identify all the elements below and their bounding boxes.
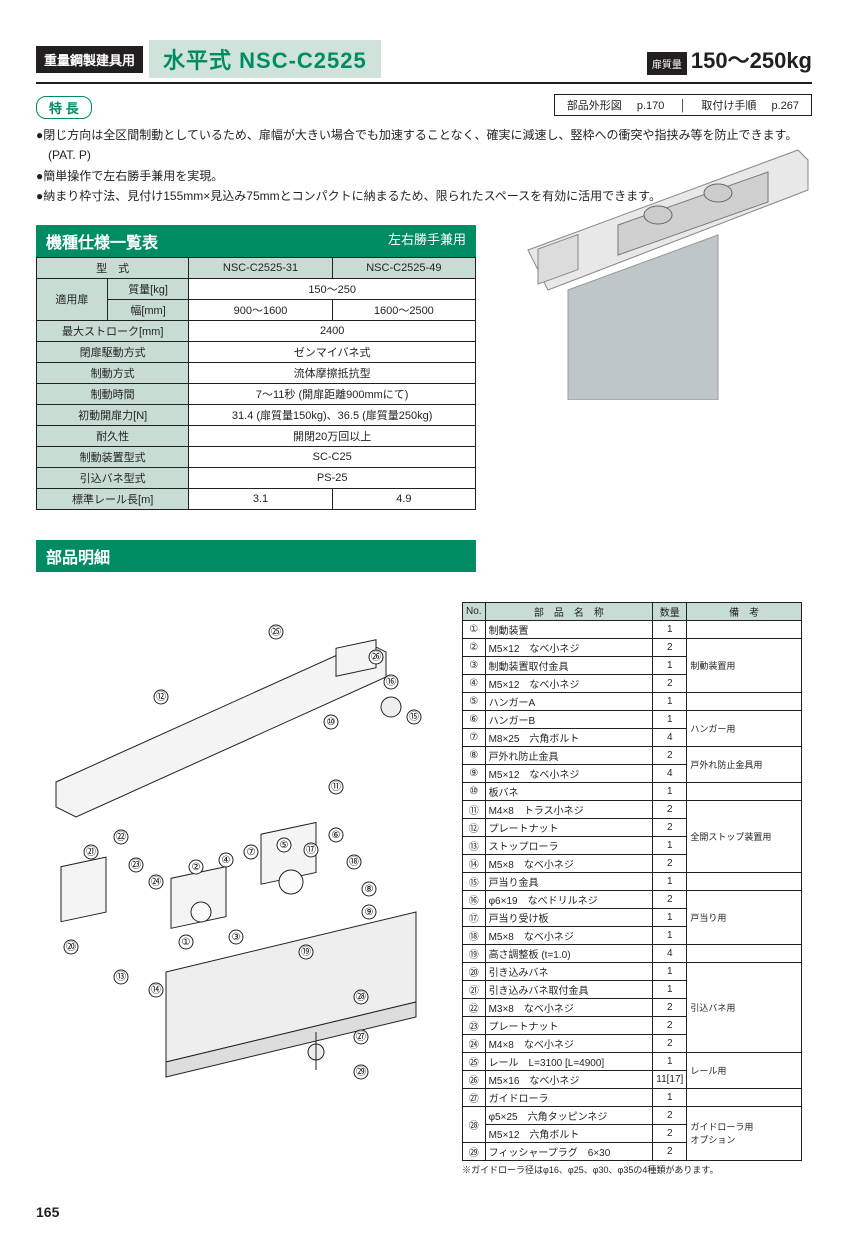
parts-head-rem: 備 考	[687, 602, 802, 620]
parts-row: ⑮戸当り金具1	[463, 872, 802, 890]
parts-row: ⑪M4×8 トラス小ネジ2全開ストップ装置用	[463, 800, 802, 818]
parts-row: ②M5×12 なべ小ネジ2制動装置用	[463, 638, 802, 656]
ref-outline-label: 部品外形図	[567, 100, 622, 112]
exploded-diagram: ㉕㉖ ⑫ ⑩ ⑯ ⑮ ⑪ ㉒㉑㉓㉔ ⑳ ⑬ ⑭ ② ④ ⑦ ⑤ ⑰ ⑥ ⑱ ⑧ ⑨ ① ③ ⑲ ㉘㉗㉙	[36, 602, 446, 1102]
parts-head-no: No.	[463, 602, 486, 620]
svg-text:⑭: ⑭	[151, 984, 161, 996]
features-heading: 特 長	[36, 96, 92, 119]
svg-text:⑳: ⑳	[66, 941, 76, 953]
spec-table: 型 式 NSC-C2525-31 NSC-C2525-49 適用扉質量[kg]1…	[36, 257, 476, 510]
spec-row: 最大ストローク[mm]2400	[37, 320, 476, 341]
weight-value: 150〜250kg	[691, 43, 812, 75]
spec-model-1: NSC-C2525-31	[189, 257, 332, 278]
weight-label: 扉質量	[647, 52, 687, 75]
svg-text:⑨: ⑨	[365, 907, 374, 918]
parts-table: No. 部 品 名 称 数量 備 考 ①制動装置1②M5×12 なべ小ネジ2制動…	[462, 602, 802, 1161]
parts-row: ㉘φ5×25 六角タッピンネジ2ガイドローラ用オプション	[463, 1106, 802, 1124]
parts-section-bar: 部品明細	[36, 540, 476, 572]
product-illustration	[508, 130, 818, 400]
spec-row: 制動時間7〜11秒 (開扉距離900mmにて)	[37, 383, 476, 404]
parts-row: ⑳引き込みバネ1引込バネ用	[463, 962, 802, 980]
parts-head-name: 部 品 名 称	[485, 602, 653, 620]
page-number: 165	[36, 1204, 812, 1220]
category-label: 重量鋼製建具用	[36, 46, 143, 73]
svg-text:⑩: ⑩	[327, 717, 336, 728]
spec-row: 制動装置型式SC-C25	[37, 446, 476, 467]
svg-text:㉗: ㉗	[356, 1031, 366, 1043]
parts-row: ⑥ハンガーB1ハンガー用	[463, 710, 802, 728]
parts-row: ⑩板バネ1	[463, 782, 802, 800]
svg-text:⑫: ⑫	[156, 691, 166, 703]
svg-text:㉘: ㉘	[356, 991, 366, 1003]
parts-row: ⑧戸外れ防止金具2戸外れ防止金具用	[463, 746, 802, 764]
parts-row: ⑲高さ調整板 (t=1.0)4	[463, 944, 802, 962]
reference-box: 部品外形図 p.170 │ 取付け手順 p.267	[554, 94, 812, 116]
spec-head-model: 型 式	[37, 257, 189, 278]
svg-text:⑬: ⑬	[116, 971, 126, 983]
svg-text:⑥: ⑥	[332, 830, 341, 841]
parts-row: ⑤ハンガーA1	[463, 692, 802, 710]
svg-text:⑯: ⑯	[386, 676, 396, 688]
svg-text:㉙: ㉙	[356, 1066, 366, 1078]
parts-row: ㉕レール L=3100 [L=4900]1レール用	[463, 1052, 802, 1070]
svg-text:⑲: ⑲	[301, 946, 311, 958]
svg-text:⑮: ⑮	[409, 711, 419, 723]
spec-row: 標準レール長[m]3.14.9	[37, 488, 476, 509]
svg-text:⑱: ⑱	[349, 856, 359, 868]
parts-footnote: ※ガイドローラ径はφ16、φ25、φ30、φ35の4種類があります。	[462, 1163, 802, 1176]
spec-row: 耐久性開閉20万回以上	[37, 425, 476, 446]
svg-text:⑧: ⑧	[365, 884, 374, 895]
svg-text:㉕: ㉕	[271, 626, 281, 638]
svg-text:㉒: ㉒	[116, 831, 126, 843]
parts-row: ㉗ガイドローラ1	[463, 1088, 802, 1106]
ref-install-label: 取付け手順	[701, 100, 756, 112]
svg-text:㉑: ㉑	[86, 846, 96, 858]
svg-text:③: ③	[232, 932, 241, 943]
spec-row: 制動方式流体摩擦抵抗型	[37, 362, 476, 383]
spec-row: 引込バネ型式PS-25	[37, 467, 476, 488]
svg-text:㉔: ㉔	[151, 876, 161, 888]
spec-row: 閉扉駆動方式ゼンマイバネ式	[37, 341, 476, 362]
parts-row: ①制動装置1	[463, 620, 802, 638]
spec-section-bar: 機種仕様一覧表 左右勝手兼用	[36, 225, 476, 257]
svg-text:⑤: ⑤	[280, 840, 289, 851]
svg-text:①: ①	[182, 937, 191, 948]
spec-title: 機種仕様一覧表	[46, 229, 158, 253]
parts-head-qty: 数量	[653, 602, 687, 620]
header-bar: 重量鋼製建具用 水平式 NSC-C2525 扉質量 150〜250kg	[36, 40, 812, 84]
spec-subtitle: 左右勝手兼用	[388, 229, 466, 253]
svg-text:㉖: ㉖	[371, 651, 381, 663]
svg-text:㉓: ㉓	[131, 859, 141, 871]
svg-text:②: ②	[192, 862, 201, 873]
ref-outline-page: p.170	[637, 100, 665, 112]
svg-text:④: ④	[222, 855, 231, 866]
svg-text:⑰: ⑰	[306, 844, 316, 856]
spec-row: 初動開扉力[N]31.4 (扉質量150kg)、36.5 (扉質量250kg)	[37, 404, 476, 425]
spec-model-2: NSC-C2525-49	[332, 257, 475, 278]
spec-row: 適用扉質量[kg]150〜250	[37, 278, 476, 299]
ref-install-page: p.267	[771, 100, 799, 112]
svg-text:⑪: ⑪	[331, 781, 341, 793]
weight-block: 扉質量 150〜250kg	[647, 43, 812, 75]
model-title: 水平式 NSC-C2525	[149, 40, 381, 78]
parts-row: ⑯φ6×19 なべドリルネジ2戸当り用	[463, 890, 802, 908]
svg-text:⑦: ⑦	[247, 847, 256, 858]
